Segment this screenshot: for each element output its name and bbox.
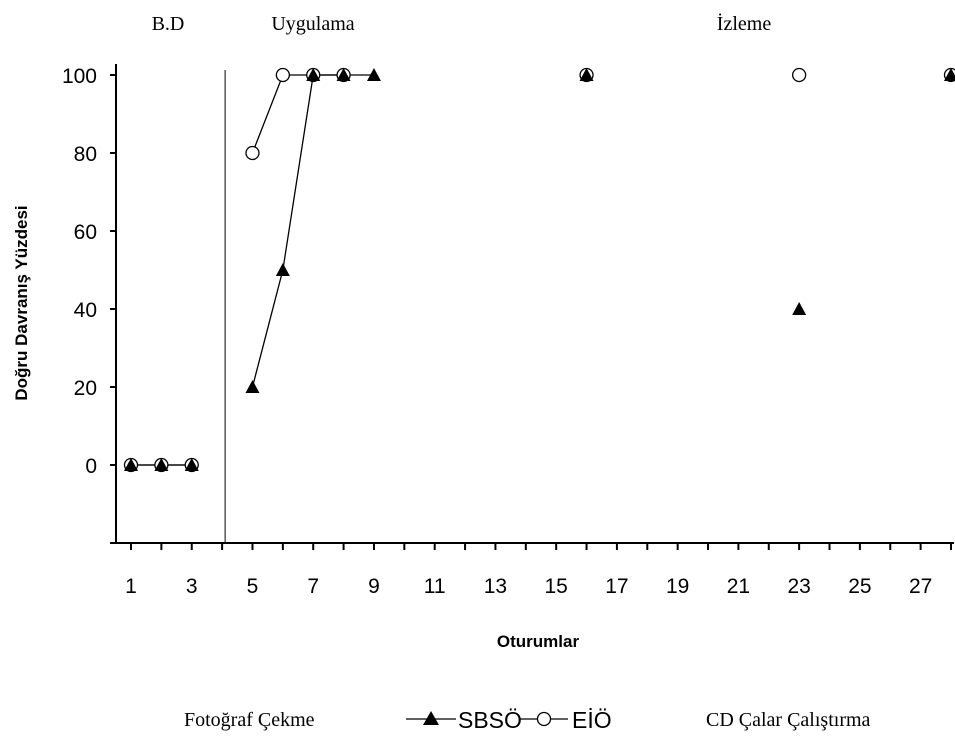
y-tick-label: 40 [74,299,97,322]
data-point-sbso [943,68,955,81]
phase-label-maintenance: İzleme [717,12,772,35]
x-tick-label: 23 [787,575,810,598]
y-axis-title: Doğru Davranış Yüzdesi [12,205,31,400]
y-tick-label: 60 [74,221,97,244]
phase-label-intervention: Uygulama [271,13,354,35]
legend-label-eio: EİÖ [572,707,612,733]
x-tick-label: 25 [848,575,871,598]
x-tick-label: 7 [307,575,319,598]
data-point-eio [275,67,291,83]
data-point-sbso [275,263,290,276]
y-tick-label: 0 [85,455,97,478]
x-tick-label: 1 [125,575,137,598]
x-tick-label: 15 [545,575,568,598]
x-tick-label: 21 [727,575,750,598]
legend: SBSÖ EİÖ [406,707,612,733]
x-tick-label: 3 [186,575,198,598]
data-point-eio [791,67,807,83]
phase-label-baseline: B.D [152,13,185,35]
data-point-sbso [184,458,199,471]
data-markers [123,67,955,473]
series-line-sbso [251,74,374,388]
x-tick-label: 9 [368,575,380,598]
x-tick-label: 11 [424,575,446,598]
series-lines [131,74,374,466]
right-caption: CD Çalar Çalıştırma [706,709,871,731]
x-tick-label: 27 [909,575,932,598]
data-point-sbso [579,68,594,81]
data-point-sbso [245,380,260,393]
legend-label-sbso: SBSÖ [458,707,522,733]
x-tick-label: 17 [605,575,628,598]
legend-marker-eio [536,711,552,727]
x-axis-ticks: 1 3 5 7 9 11 13 15 17 19 21 23 25 27 [125,543,952,598]
y-tick-label: 20 [74,377,97,400]
x-tick-label: 5 [247,575,259,598]
data-point-eio [245,145,260,161]
left-caption: Fotoğraf Çekme [184,709,315,731]
legend-marker-sbso [423,711,439,725]
data-point-sbso [366,68,381,81]
x-tick-label: 19 [666,575,689,598]
y-tick-label: 80 [74,143,97,166]
x-tick-label: 13 [484,575,507,598]
data-point-sbso [306,68,321,81]
data-point-sbso [154,458,169,471]
data-point-sbso [792,302,807,315]
y-axis-ticks: 0 20 40 60 80 100 [62,65,116,544]
data-point-sbso [124,458,138,471]
series-line-eio [251,74,344,154]
x-axis-title: Oturumlar [497,632,580,651]
data-point-sbso [336,68,351,81]
y-tick-label: 100 [62,65,97,88]
